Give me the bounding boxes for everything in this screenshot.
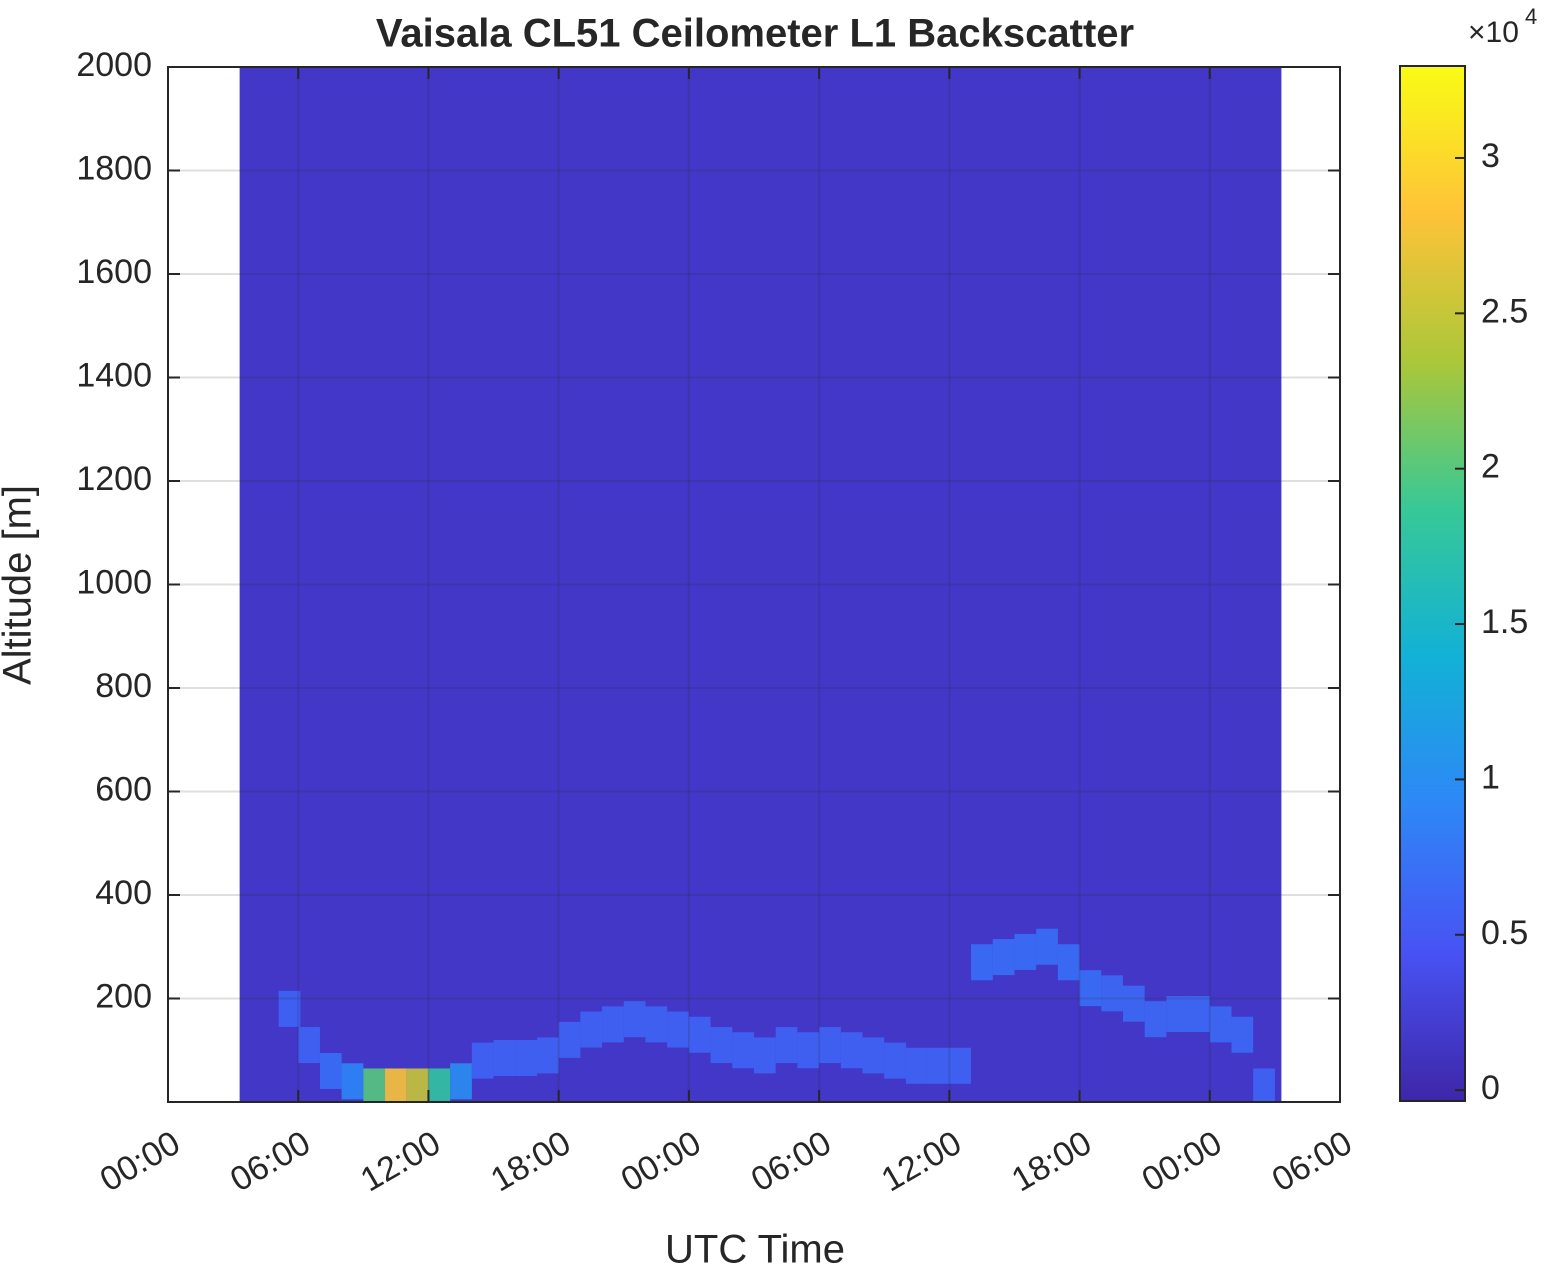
heatmap-cell (754, 1037, 776, 1074)
heatmap-cell (884, 1042, 906, 1079)
heatmap-cell (732, 1032, 754, 1069)
heatmap-cell (363, 1068, 386, 1102)
x-tick-label: 12:00 (354, 1124, 447, 1199)
heatmap-cell (1166, 996, 1189, 1033)
colorbar-tick-label: 0 (1481, 1069, 1500, 1107)
heatmap-cell (645, 1006, 668, 1043)
overlay: 00:00 06:00 12:00 18:00 00:00 06:00 12:00 18:00… (76, 46, 1358, 1199)
colorbar-tick-label: 3 (1481, 137, 1500, 175)
colorbar-tick-label: 0.5 (1481, 914, 1528, 952)
x-tick-label: 00:00 (615, 1124, 708, 1199)
y-tick-label: 200 (95, 977, 152, 1015)
colorbar-tick-label: 2.5 (1481, 292, 1528, 330)
x-tick-label: 06:00 (1266, 1124, 1359, 1199)
heatmap-cell (775, 1027, 798, 1064)
heatmap-cell (341, 1063, 364, 1100)
heatmap-cell (319, 1052, 342, 1089)
chart-title: Vaisala CL51 Ceilometer L1 Backscatter (376, 12, 1134, 56)
y-tick-label: 400 (95, 874, 152, 912)
y-axis-label: Altitude [m] (0, 485, 40, 685)
heatmap-cell (971, 944, 993, 981)
colorbar-exponent: 4 (1525, 4, 1537, 29)
y-tick-label: 800 (95, 667, 152, 705)
heatmap-cell (949, 1047, 972, 1084)
heatmap-cell (1231, 1016, 1254, 1053)
heatmap-cell (515, 1040, 537, 1077)
heatmap-cell (1253, 1068, 1275, 1102)
colorbar-tick-label: 1 (1481, 758, 1500, 796)
x-tick-label: 00:00 (1136, 1124, 1229, 1199)
heatmap-cell (710, 1027, 733, 1064)
heatmap-cell (667, 1011, 689, 1048)
y-tick-label: 1600 (76, 253, 152, 291)
y-tick-label: 600 (95, 770, 152, 808)
heatmap-cell (580, 1011, 603, 1048)
heatmap-cell (1144, 1001, 1167, 1038)
heatmap-cell (992, 939, 1015, 976)
x-axis-label: UTC Time (665, 1228, 845, 1272)
heatmap-cell (536, 1037, 559, 1074)
heatmap-cell (1036, 928, 1058, 965)
x-tick-label: 06:00 (745, 1124, 838, 1199)
heatmap-cell (623, 1001, 646, 1038)
heatmap-cell (1079, 970, 1102, 1007)
heatmap-cell (298, 1027, 320, 1064)
colorbar (1399, 65, 1466, 1102)
colorbar-tick-label: 2 (1481, 448, 1500, 486)
heatmap-cell (797, 1032, 820, 1069)
heatmap-cell (278, 990, 301, 1027)
y-tick-label: 1800 (76, 149, 152, 187)
x-tick-label: 00:00 (94, 1124, 187, 1199)
x-tick-label: 12:00 (875, 1124, 968, 1199)
heatmap-cell (688, 1016, 711, 1053)
y-tick-label: 1400 (76, 356, 152, 394)
heatmap-cell (493, 1040, 516, 1077)
heatmap-cell (602, 1006, 624, 1043)
heatmap-cell (819, 1027, 841, 1064)
heatmap-cell (862, 1037, 885, 1074)
colorbar-tick-label: 1.5 (1481, 603, 1528, 641)
heatmap-cell (840, 1032, 863, 1069)
heatmap-cell (1122, 985, 1145, 1022)
x-tick-label: 06:00 (224, 1124, 317, 1199)
x-tick-label: 18:00 (1005, 1124, 1098, 1199)
heatmap-cell (450, 1063, 472, 1100)
heatmap-cell (471, 1042, 494, 1079)
heatmap-cell (1188, 996, 1210, 1033)
heatmap-cell (1014, 933, 1037, 970)
heatmap-cell (428, 1068, 451, 1102)
x-tick-label: 18:00 (484, 1124, 577, 1199)
heatmap-cell (406, 1068, 429, 1102)
heatmap-cell (927, 1047, 950, 1084)
background-cells (239, 67, 1282, 1102)
heatmap-cell (1101, 975, 1123, 1012)
plot-area (239, 67, 1282, 1102)
heatmap-cell (385, 1068, 407, 1102)
heatmap-cell (1057, 944, 1080, 981)
heatmap-cell (905, 1047, 928, 1084)
heatmap-cell (1209, 1006, 1232, 1043)
y-tick-label: 1200 (76, 460, 152, 498)
heatmap-cell (558, 1021, 581, 1058)
colorbar-multiplier: ×10 (1468, 16, 1519, 49)
y-tick-label: 1000 (76, 563, 152, 601)
y-tick-label: 2000 (76, 46, 152, 84)
